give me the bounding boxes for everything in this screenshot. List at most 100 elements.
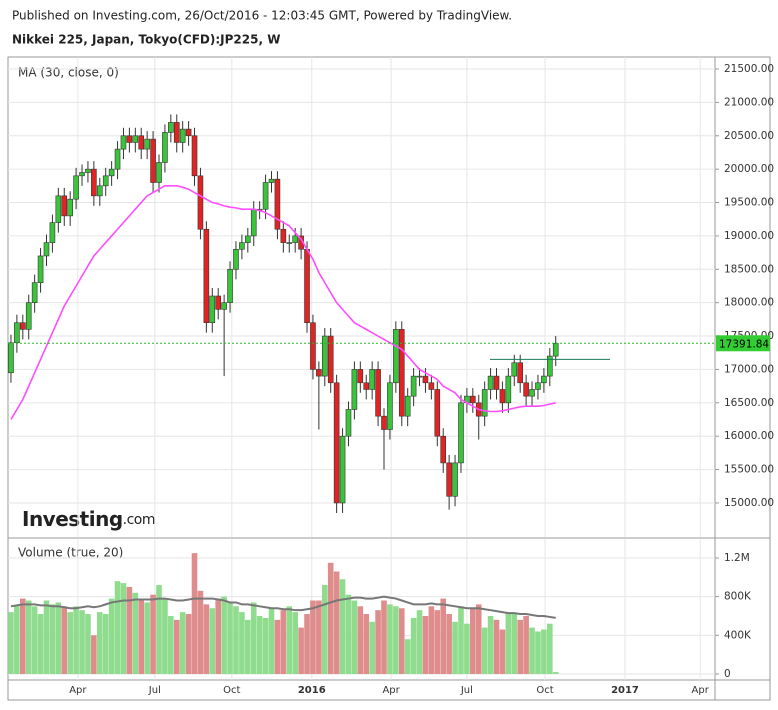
- candle-body: [179, 128, 186, 143]
- y-tick-label: 19000.00: [724, 230, 774, 242]
- volume-bar: [85, 614, 91, 675]
- volume-bar: [20, 598, 26, 675]
- volume-bar: [529, 627, 535, 675]
- candle-body: [369, 369, 375, 390]
- candle-body: [144, 138, 150, 150]
- volume-bar: [535, 631, 541, 675]
- symbol-title: Nikkei 225, Japan, Tokyo(CFD):JP225, W: [12, 33, 280, 47]
- volume-bar: [369, 621, 375, 675]
- volume-bar: [191, 553, 198, 675]
- candle-body: [168, 122, 174, 133]
- volume-bar: [245, 619, 251, 675]
- candle-body: [91, 168, 97, 197]
- candle-body: [529, 389, 535, 397]
- volume-bar: [31, 606, 38, 675]
- logo: Investing.com: [22, 507, 155, 531]
- volume-bar: [73, 606, 79, 675]
- candle-body: [268, 178, 275, 183]
- candle-body: [114, 148, 121, 170]
- candle-body: [404, 395, 411, 417]
- volume-bar: [375, 610, 381, 675]
- volume-bar: [132, 592, 139, 675]
- candle-body: [126, 135, 133, 143]
- candle-body: [375, 369, 381, 417]
- y-tick-label: 20000.00: [724, 163, 774, 175]
- candle-body: [351, 369, 358, 410]
- volume-bar: [304, 614, 310, 675]
- volume-bar: [517, 619, 523, 675]
- volume-bar: [197, 590, 204, 675]
- logo-brand: Investing: [22, 507, 123, 531]
- volume-bar: [393, 606, 399, 675]
- y-tick-label: 17000.00: [724, 363, 774, 375]
- volume-bar: [310, 600, 316, 675]
- volume-bar: [280, 610, 287, 675]
- candle-body: [381, 415, 387, 430]
- candle-body: [339, 435, 346, 504]
- candle-body: [102, 175, 109, 187]
- candle-body: [523, 382, 529, 397]
- candle-body: [79, 172, 85, 177]
- volume-bar: [422, 615, 429, 675]
- candle-body: [493, 375, 500, 390]
- y-tick-label: 16000.00: [724, 430, 774, 442]
- volume-bar: [185, 614, 192, 675]
- volume-bar: [262, 617, 269, 675]
- candle-body: [422, 375, 429, 384]
- volume-bar: [43, 600, 50, 675]
- volume-bar: [398, 608, 405, 675]
- volume-bar: [321, 585, 328, 675]
- candle-body: [20, 322, 26, 330]
- candle-body: [197, 175, 204, 230]
- volume-bar: [475, 604, 482, 675]
- volume-bar: [327, 562, 334, 675]
- candle-body: [505, 375, 512, 404]
- candle-body: [398, 329, 405, 417]
- published-note: Published on Investing.com, 26/Oct/2016 …: [12, 9, 512, 23]
- candle-body: [221, 302, 227, 310]
- x-tick-label: Jul: [148, 685, 161, 696]
- candle-body: [233, 248, 239, 270]
- volume-bar: [203, 604, 210, 675]
- volume-bar: [523, 615, 529, 675]
- volume-bar: [179, 612, 186, 675]
- volume-bar: [108, 598, 115, 675]
- candle-body: [458, 402, 464, 464]
- candle-body: [25, 302, 32, 330]
- last-price-box: [716, 335, 770, 352]
- volume-bar: [233, 606, 239, 675]
- volume-bar: [250, 602, 257, 675]
- volume-bar: [464, 623, 470, 675]
- volume-bar: [162, 598, 168, 675]
- candle-body: [274, 178, 281, 230]
- candle-body: [393, 329, 399, 384]
- candle-body: [357, 369, 364, 384]
- volume-bar: [168, 615, 174, 675]
- candle-body: [245, 235, 251, 243]
- volume-bar: [493, 619, 500, 675]
- volume-bar: [452, 621, 458, 675]
- volume-bar: [298, 627, 304, 675]
- volume-bar: [215, 598, 222, 675]
- volume-bar: [55, 602, 62, 675]
- volume-bar: [404, 639, 411, 675]
- candle-body: [327, 335, 334, 384]
- candle-body: [262, 182, 269, 210]
- volume-bar: [156, 585, 162, 675]
- candle-body: [452, 462, 458, 497]
- candle-body: [8, 342, 14, 374]
- volume-bar: [487, 615, 494, 675]
- y-tick-label: 800K: [724, 591, 752, 603]
- candle-body: [239, 242, 245, 250]
- candle-body: [428, 382, 435, 390]
- volume-bar: [120, 583, 127, 675]
- volume-bar: [333, 571, 340, 675]
- volume-bar: [67, 612, 73, 675]
- volume-bar: [209, 608, 216, 675]
- volume-bar: [268, 608, 275, 675]
- candle-body: [316, 369, 322, 377]
- volume-bar: [91, 635, 97, 675]
- candle-body: [185, 128, 192, 137]
- candle-body: [96, 185, 103, 197]
